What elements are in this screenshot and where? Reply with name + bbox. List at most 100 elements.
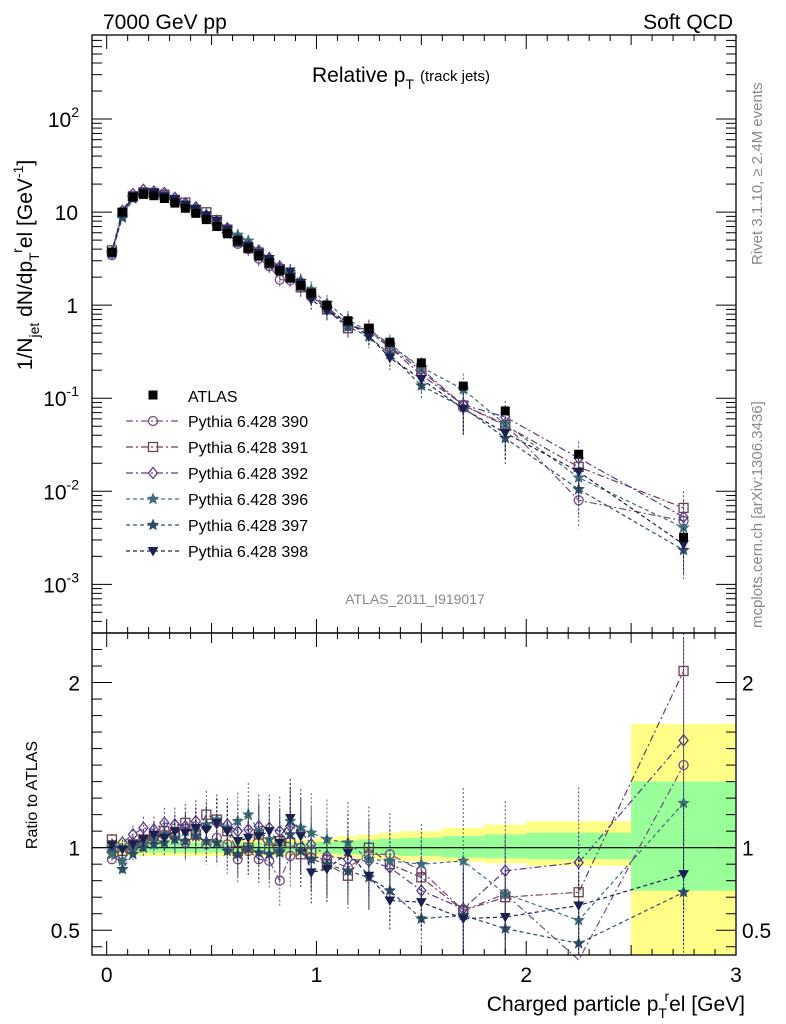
ratio-point-s4-p2 [126,847,140,860]
legend-marker-2 [147,466,159,480]
atlas-point-11 [222,228,232,238]
main-point-s5-p28 [678,540,689,550]
ratio-point-s5-p4 [148,830,160,840]
process-label: Soft QCD [643,11,733,34]
legend-label-2: Pythia 6.428 392 [188,466,308,483]
ratio-tick-label-right-2: 2 [742,673,754,696]
ratio-point-s5-p12 [232,837,244,847]
atlas-point-18 [296,281,306,291]
ratio-point-s5-p9 [200,825,212,836]
ratio-line-series-4 [111,833,684,945]
ratio-tick-label-1: 1 [68,838,80,861]
green-band-6 [442,836,485,858]
ratio-point-s4-p3 [137,841,150,853]
energy-label: 7000 GeV pp [103,11,227,34]
ratio-point-s5-p0 [106,840,118,850]
main-point-s5-p25 [457,404,469,415]
main-point-s5-p26 [499,428,511,439]
atlas-point-9 [201,215,211,225]
ratio-point-s5-p25 [457,914,469,925]
x-tick-label-2: 2 [520,964,532,987]
axis-ticks: 0 1 2 3 10-3 10-2 10-1 1 10 102 0.5 0.5 1 1 2 2 [43,34,771,987]
y-tick-label-3: 1 [66,295,78,318]
ratio-point-s5-p24 [415,898,427,908]
ratio-point-s5-p13 [242,833,254,844]
legend-label-4: Pythia 6.428 397 [188,518,308,535]
ratio-tick-label-2: 2 [68,673,80,696]
ratio-point-s5-p14 [253,832,265,842]
atlas-point-19 [306,288,316,298]
atlas-point-21 [343,316,353,326]
ratio-point-s5-p10 [211,818,223,829]
ratio-series [105,633,690,961]
main-point-s4-p24 [415,379,428,391]
legend-atlas-marker [148,390,158,400]
atlas-point-1 [117,207,127,217]
atlas-point-3 [138,189,148,199]
plot-frames [91,34,737,956]
ratio-tick-label-right-0: 0.5 [742,920,771,943]
ratio-point-s5-p5 [159,833,170,844]
plot-title: Relative pT (track jets) [312,64,490,92]
y-tick-label-2: 10-1 [43,383,79,411]
ratio-point-s5-p28 [678,870,689,880]
legend-atlas-label: ATLAS [188,389,238,406]
ratio-frame [91,632,737,956]
atlas-point-4 [149,191,159,201]
main-point-s5-p24 [415,375,427,385]
atlas-point-6 [170,198,180,208]
legend-label-0: Pythia 6.428 390 [188,414,308,431]
atlas-point-7 [180,203,190,213]
analysis-watermark: ATLAS_2011_I919017 [345,591,485,607]
atlas-point-23 [385,337,395,347]
ratio-point-s5-p3 [138,835,149,845]
ratio-point-s5-p7 [179,828,191,839]
main-point-s5-p17 [284,267,296,278]
ratio-point-s4-p1 [116,862,129,875]
ratio-point-s3-p24 [415,857,428,870]
atlas-point-25 [458,381,468,391]
y-tick-label-4: 10 [55,202,78,225]
main-point-s5-p10 [211,216,223,227]
atlas-point-27 [574,449,584,459]
ratio-point-s5-p18 [295,832,307,842]
atlas-point-17 [285,273,295,283]
main-point-s5-p27 [573,467,585,478]
atlas-point-13 [243,243,253,253]
ratio-point-s5-p22 [363,871,375,882]
main-point-s5-p23 [384,353,396,364]
y-tick-label-1: 10-2 [43,476,79,504]
ratio-point-s4-p15 [262,847,276,860]
atlas-point-28 [679,532,689,542]
legend-marker-0 [147,415,159,427]
x-tick-label-3: 3 [730,964,742,987]
atlas-point-12 [233,236,243,246]
legend-label-3: Pythia 6.428 396 [188,492,308,509]
main-point-s3-p28 [677,521,690,533]
ratio-point-s3-p0 [105,847,119,860]
ratio-line-series-1 [111,670,685,912]
ratio-tick-label-right-1: 1 [742,838,754,861]
atlas-point-10 [212,222,222,232]
ratio-point-s5-p1 [117,845,128,855]
atlas-point-26 [500,406,510,416]
ratio-point-s5-p6 [169,827,181,837]
ratio-tick-label-0: 0.5 [51,920,80,943]
x-tick-label-1: 1 [311,964,323,987]
mcplots-credit: mcplots.cern.ch [arXiv:1306.3436] [749,401,766,628]
ratio-point-s5-p11 [221,827,233,837]
green-band-5 [400,837,443,856]
atlas-point-5 [159,194,169,204]
legend-marker-4 [146,518,160,531]
legend: ATLAS Pythia 6.428 390 Pythia 6.428 391 Pyt… [126,389,308,561]
ratio-point-s5-p16 [274,838,286,849]
ratio-point-s5-p26 [499,913,511,923]
legend-marker-1 [147,441,159,453]
rivet-version: Rivet 3.1.10, ≥ 2.4M events [749,83,766,266]
x-axis-label: Charged particle pTrel [GeV] [487,988,745,1021]
legend-marker-5 [147,547,159,557]
ratio-point-s5-p23 [384,896,396,907]
atlas-point-24 [416,358,426,368]
legend-label-5: Pythia 6.428 398 [188,544,308,561]
